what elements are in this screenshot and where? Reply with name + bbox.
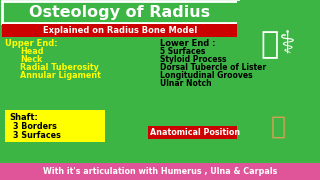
- Text: Annular Ligament: Annular Ligament: [20, 71, 101, 80]
- Bar: [237, 92, 319, 162]
- Text: Shaft:: Shaft:: [9, 113, 38, 122]
- Text: 👨‍⚕️: 👨‍⚕️: [260, 30, 295, 60]
- Text: 🦴: 🦴: [270, 115, 285, 139]
- Bar: [5, 110, 105, 142]
- Bar: [0, 163, 320, 180]
- Text: Ulnar Notch: Ulnar Notch: [160, 79, 212, 88]
- Text: 3 Surfaces: 3 Surfaces: [13, 131, 61, 140]
- Bar: [148, 126, 243, 139]
- Bar: [237, 1, 319, 91]
- Text: Longitudinal Grooves: Longitudinal Grooves: [160, 71, 252, 80]
- Text: Anatomical Position: Anatomical Position: [150, 128, 241, 137]
- Text: Lower End :: Lower End :: [160, 39, 215, 48]
- Text: With it's articulation with Humerus , Ulna & Carpals: With it's articulation with Humerus , Ul…: [43, 167, 277, 176]
- Text: Dorsal Tubercle of Lister: Dorsal Tubercle of Lister: [160, 63, 266, 72]
- Text: 5 Surfaces: 5 Surfaces: [160, 47, 205, 56]
- Text: Head: Head: [20, 47, 44, 56]
- Text: Osteology of Radius: Osteology of Radius: [29, 4, 211, 19]
- Text: Radial Tuberosity: Radial Tuberosity: [20, 63, 99, 72]
- Text: Upper End:: Upper End:: [5, 39, 58, 48]
- Bar: [2, 1, 238, 23]
- Text: 3 Borders: 3 Borders: [13, 122, 57, 131]
- Text: Explained on Radius Bone Model: Explained on Radius Bone Model: [43, 26, 197, 35]
- Bar: [2, 24, 238, 37]
- Text: Neck: Neck: [20, 55, 42, 64]
- Text: Styloid Process: Styloid Process: [160, 55, 227, 64]
